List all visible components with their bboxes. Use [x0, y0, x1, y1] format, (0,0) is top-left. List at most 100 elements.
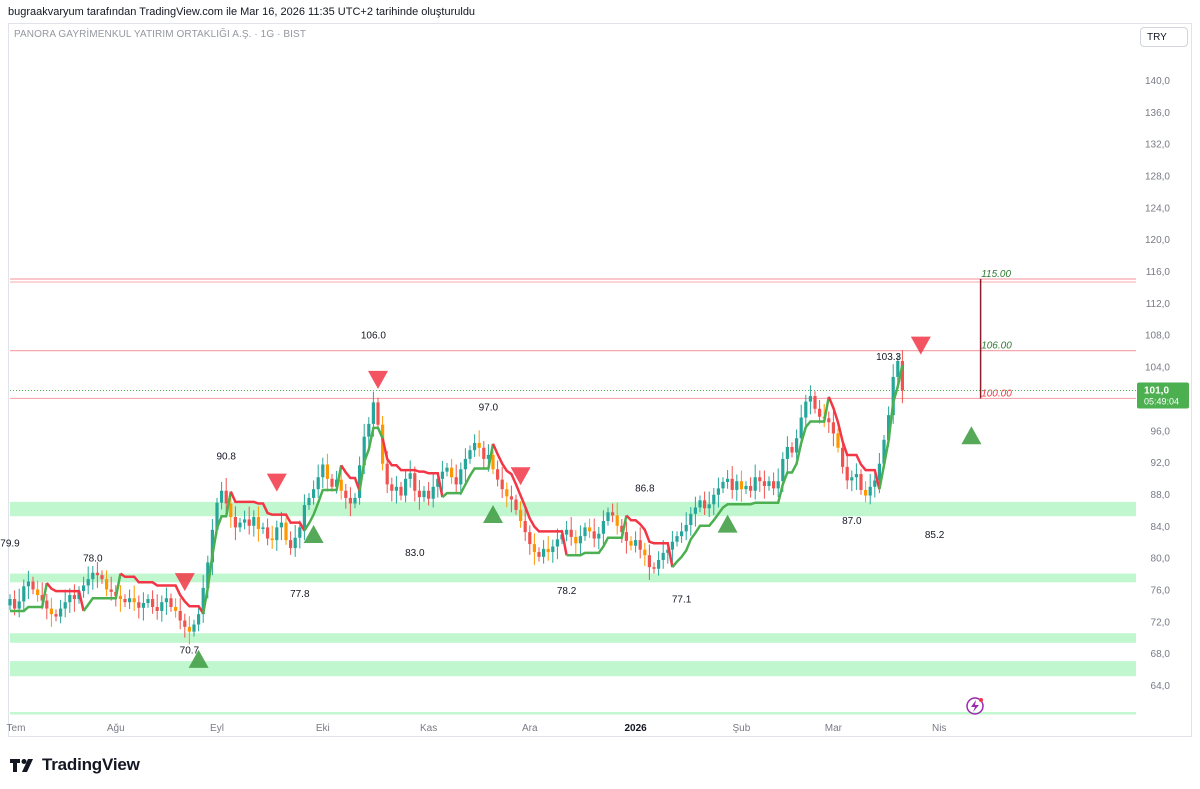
candle-body [744, 485, 748, 490]
candle-body [868, 486, 872, 496]
candle-body [900, 361, 904, 391]
candle-body [532, 544, 536, 553]
candle-body [298, 527, 302, 538]
y-axis-tick-label: 76,0 [1151, 585, 1171, 596]
candle-body [578, 536, 582, 544]
candle-body [643, 549, 647, 556]
candle-body [652, 567, 656, 569]
candle-body [514, 499, 518, 510]
candle-body [629, 540, 633, 546]
candle-body [344, 490, 348, 498]
candle-body [887, 415, 891, 440]
candle-body [371, 402, 375, 424]
candle-body [201, 587, 205, 615]
trend-line [625, 514, 674, 568]
y-axis-tick-label: 140,0 [1145, 76, 1170, 87]
sell-signal-triangle [266, 473, 287, 492]
sell-signal-triangle [510, 467, 531, 486]
buy-signal-triangle [717, 514, 738, 533]
candle-body [422, 490, 426, 498]
candle-body [45, 600, 49, 609]
candle-body [716, 488, 720, 495]
candle-body [169, 598, 173, 607]
candle-body [247, 519, 251, 526]
candle-body [284, 522, 288, 541]
candle-body [657, 560, 661, 569]
candle-body [307, 497, 311, 506]
candle-body [261, 527, 265, 529]
candle-body [353, 497, 357, 504]
x-axis-tick-label: Eki [316, 723, 330, 734]
candle-body [233, 517, 237, 528]
price-label: 78.0 [83, 554, 103, 565]
tradingview-brand[interactable]: TradingView [10, 755, 140, 775]
x-axis-tick-label: Ağu [107, 723, 125, 734]
candle-body [431, 486, 435, 499]
candle-body [813, 396, 817, 409]
candle-body [726, 478, 730, 483]
lightning-icon [966, 697, 984, 715]
price-label: 86.8 [635, 484, 655, 495]
candle-body [187, 626, 191, 632]
candle-body [592, 531, 596, 539]
candle-body [330, 478, 334, 487]
candle-body [698, 500, 702, 508]
trend-line [229, 491, 306, 532]
buy-signal-triangle [303, 524, 324, 543]
candle-body [721, 482, 725, 489]
candle-body [486, 454, 490, 459]
candle-body [325, 464, 329, 479]
trend-line [566, 515, 628, 557]
candle-body [473, 443, 477, 451]
candle-body [275, 527, 279, 541]
current-price-value: 101,0 [1144, 385, 1169, 396]
x-axis-tick-label: Tem [7, 723, 26, 734]
candle-body [54, 614, 58, 617]
y-axis-tick-label: 68,0 [1151, 649, 1171, 660]
candle-body [546, 548, 550, 553]
candle-body [693, 507, 697, 514]
candle-body [496, 469, 500, 480]
y-axis-tick-label: 88,0 [1151, 490, 1171, 501]
y-axis-tick-label: 92,0 [1151, 458, 1171, 469]
candle-body [399, 486, 403, 496]
candle-body [302, 505, 306, 528]
trend-line [878, 364, 904, 490]
candle-body [463, 458, 467, 470]
candle-body [86, 579, 90, 586]
candle-body [22, 586, 26, 602]
candle-body [390, 484, 394, 491]
tradingview-logo-icon [10, 759, 33, 772]
candle-body [31, 581, 35, 590]
candle-body [873, 480, 877, 487]
price-label: 77.8 [290, 589, 310, 600]
candle-body [500, 479, 504, 490]
candle-body [82, 585, 86, 592]
candle-body [279, 522, 283, 528]
candle-body [896, 361, 900, 377]
candle-body [151, 599, 155, 607]
candle-body [528, 532, 532, 545]
y-axis-tick-label: 64,0 [1151, 681, 1171, 692]
chart-frame [8, 23, 1192, 737]
tradingview-brand-name: TradingView [42, 755, 140, 774]
price-label: 87.0 [842, 516, 862, 527]
candle-body [624, 532, 628, 541]
candle-body [850, 477, 854, 481]
candle-body [243, 519, 247, 523]
price-label: 70.7 [180, 646, 200, 657]
candle-body [509, 496, 513, 500]
candle-body [436, 478, 440, 487]
candle-body [859, 474, 863, 490]
candle-body [703, 500, 707, 509]
candle-body [256, 517, 260, 529]
candle-body [781, 458, 785, 482]
candle-body [831, 422, 835, 434]
candle-body [601, 521, 605, 534]
candle-body [638, 540, 642, 550]
currency-badge[interactable]: TRY [1140, 27, 1188, 47]
candle-body [174, 606, 178, 611]
candle-body [137, 602, 141, 608]
candle-body [367, 423, 371, 437]
